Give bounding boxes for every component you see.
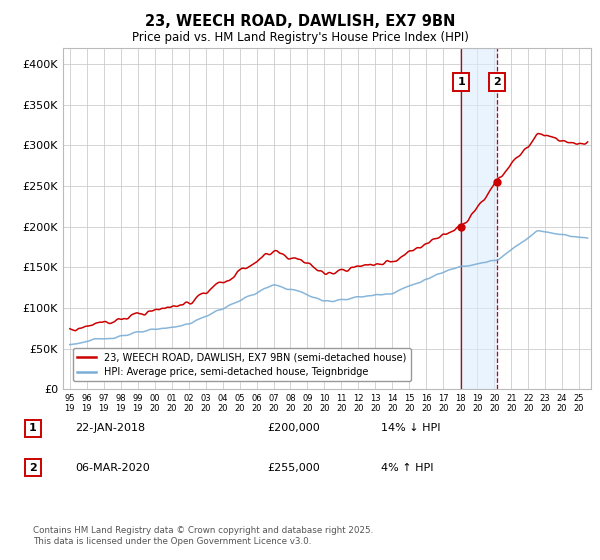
- Text: 1: 1: [29, 423, 37, 433]
- Text: £255,000: £255,000: [267, 463, 320, 473]
- Text: 06-MAR-2020: 06-MAR-2020: [75, 463, 150, 473]
- Text: 23, WEECH ROAD, DAWLISH, EX7 9BN: 23, WEECH ROAD, DAWLISH, EX7 9BN: [145, 14, 455, 29]
- Text: 2: 2: [29, 463, 37, 473]
- Text: 2: 2: [493, 77, 501, 87]
- Text: 22-JAN-2018: 22-JAN-2018: [75, 423, 145, 433]
- Text: Price paid vs. HM Land Registry's House Price Index (HPI): Price paid vs. HM Land Registry's House …: [131, 31, 469, 44]
- Text: 4% ↑ HPI: 4% ↑ HPI: [381, 463, 433, 473]
- Text: £200,000: £200,000: [267, 423, 320, 433]
- Legend: 23, WEECH ROAD, DAWLISH, EX7 9BN (semi-detached house), HPI: Average price, semi: 23, WEECH ROAD, DAWLISH, EX7 9BN (semi-d…: [73, 348, 410, 381]
- Text: 14% ↓ HPI: 14% ↓ HPI: [381, 423, 440, 433]
- Bar: [461, 48, 497, 389]
- Text: Contains HM Land Registry data © Crown copyright and database right 2025.
This d: Contains HM Land Registry data © Crown c…: [33, 526, 373, 546]
- Text: 1: 1: [457, 77, 465, 87]
